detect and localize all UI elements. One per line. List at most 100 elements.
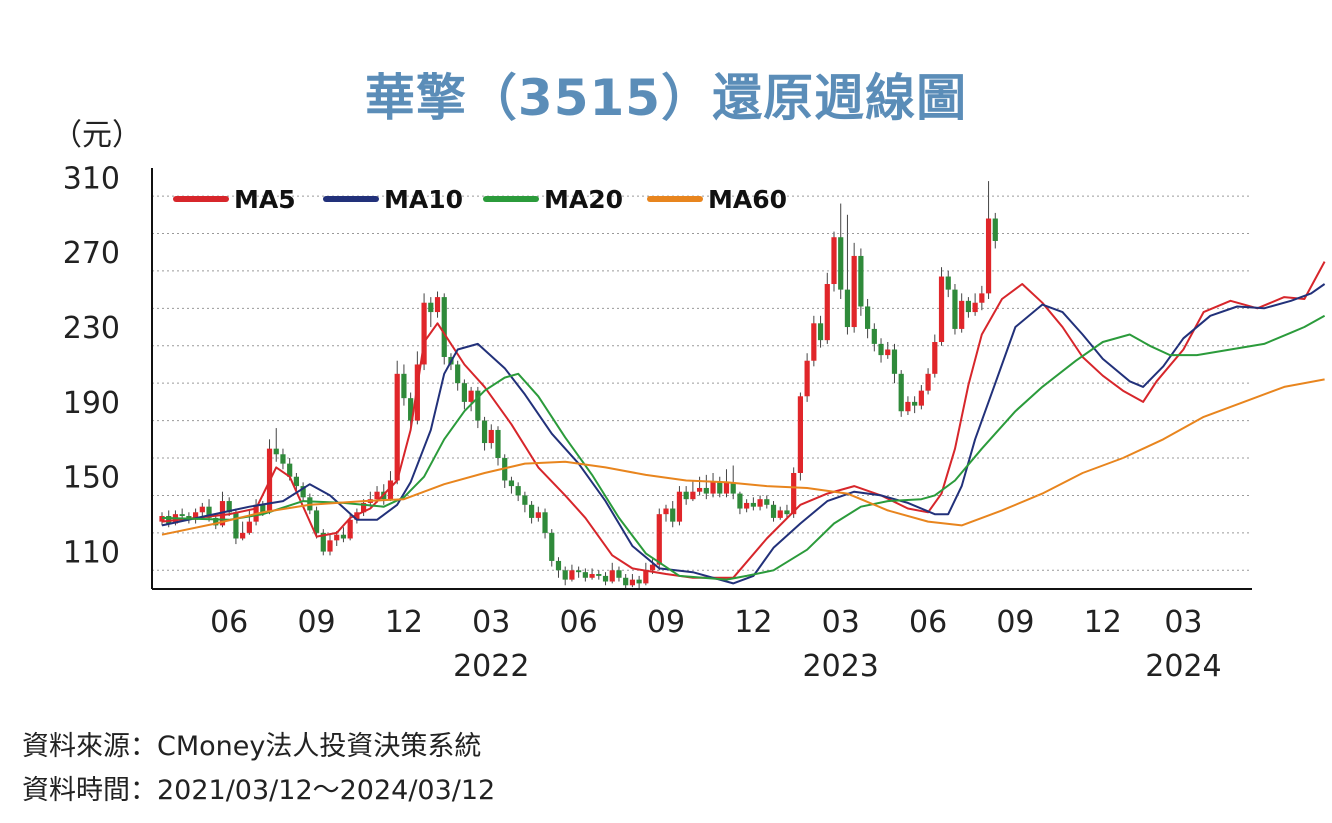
x-tick-label: 12 <box>385 605 423 640</box>
candle-body <box>992 218 998 241</box>
candle-down <box>992 212 998 249</box>
ma60-line <box>161 378 1325 536</box>
candle-up <box>354 508 360 524</box>
candle-body <box>354 512 360 520</box>
candle-down <box>636 575 642 589</box>
candle-down <box>522 491 528 513</box>
candle-up <box>811 315 817 367</box>
candle-body <box>374 491 380 500</box>
candle-body <box>327 540 333 552</box>
candle-body <box>408 398 414 421</box>
candle-body <box>179 514 185 517</box>
candle-down <box>784 504 790 518</box>
candle-body <box>770 504 777 518</box>
candle-down <box>871 323 877 352</box>
candle-body <box>609 570 615 582</box>
candle-body <box>240 532 246 539</box>
axes <box>151 168 1252 590</box>
ma10-line <box>161 283 1326 585</box>
candle-up <box>643 562 649 586</box>
candle-body <box>938 276 945 343</box>
candle-body <box>199 506 205 513</box>
candle-down <box>844 214 851 335</box>
candle-body <box>676 491 683 522</box>
x-tick-label: 06 <box>210 605 248 640</box>
candle-body <box>522 495 528 505</box>
candle-body <box>555 560 562 571</box>
candle-up <box>656 508 662 571</box>
candle-body <box>817 323 824 341</box>
candle-up <box>979 285 985 311</box>
y-tick-label: 270 <box>63 236 120 271</box>
ma20-line <box>161 314 1326 581</box>
candle-up <box>918 385 924 410</box>
candle-up <box>710 472 716 498</box>
candle-body <box>300 486 306 498</box>
candle-down <box>428 297 434 328</box>
candle-body <box>589 574 595 578</box>
candle-down <box>717 476 723 498</box>
candle-body <box>797 396 803 473</box>
candle-body <box>569 570 575 580</box>
candle-body <box>576 570 582 573</box>
candle-body <box>851 255 857 328</box>
candle-body <box>582 572 588 578</box>
candle-body <box>260 504 266 513</box>
candle-down <box>623 574 629 589</box>
candle-down <box>408 392 414 429</box>
candle-down <box>481 416 488 451</box>
candle-body <box>629 579 635 586</box>
candle-up <box>690 480 696 502</box>
x-tick-label: 12 <box>1084 605 1122 640</box>
candle-body <box>649 564 656 571</box>
candle-up <box>985 181 992 299</box>
ma5-line <box>161 261 1326 579</box>
candle-up <box>938 267 945 346</box>
candle-body <box>562 570 568 580</box>
candle-body <box>972 302 978 313</box>
moving-average-lines <box>161 261 1326 585</box>
candle-down <box>441 293 447 365</box>
x-tick-label: 09 <box>297 605 335 640</box>
legend: MA5 MA10 MA20 MA60 <box>173 185 787 214</box>
y-tick-label: 150 <box>63 461 120 496</box>
candle-body <box>952 289 958 329</box>
candle-up <box>629 574 635 588</box>
candle-body <box>468 390 474 402</box>
candle-body <box>273 448 279 455</box>
candle-down <box>495 426 501 466</box>
candle-down <box>502 454 508 488</box>
candle-body <box>878 343 884 356</box>
candle-body <box>293 476 299 487</box>
candle-body <box>764 499 770 505</box>
candle-up <box>676 486 683 526</box>
candle-body <box>347 519 353 539</box>
candle-body <box>791 472 797 515</box>
candle-body <box>683 491 689 500</box>
x-tick-label: 09 <box>996 605 1034 640</box>
candle-down <box>340 527 347 543</box>
candle-body <box>542 512 548 533</box>
candle-body <box>428 302 434 313</box>
candle-body <box>529 504 535 518</box>
candle-body <box>885 349 891 356</box>
candle-down <box>965 297 971 318</box>
candle-body <box>602 575 609 582</box>
candle-body <box>985 218 992 294</box>
candle-up <box>663 504 669 522</box>
candle-body <box>334 534 340 541</box>
candle-body <box>206 506 212 518</box>
x-tick-label: 09 <box>647 605 685 640</box>
candle-body <box>945 276 951 290</box>
candle-down <box>455 360 461 391</box>
y-axis-unit-label: （元） <box>52 118 142 153</box>
candle-up <box>804 353 810 402</box>
x-tick-label: 12 <box>734 605 772 640</box>
candle-up <box>488 424 494 449</box>
candle-body <box>441 297 447 357</box>
candle-body <box>750 502 756 507</box>
candle-body <box>394 373 400 481</box>
candle-up <box>421 293 427 371</box>
candle-up <box>824 272 830 344</box>
candle-body <box>804 360 810 397</box>
